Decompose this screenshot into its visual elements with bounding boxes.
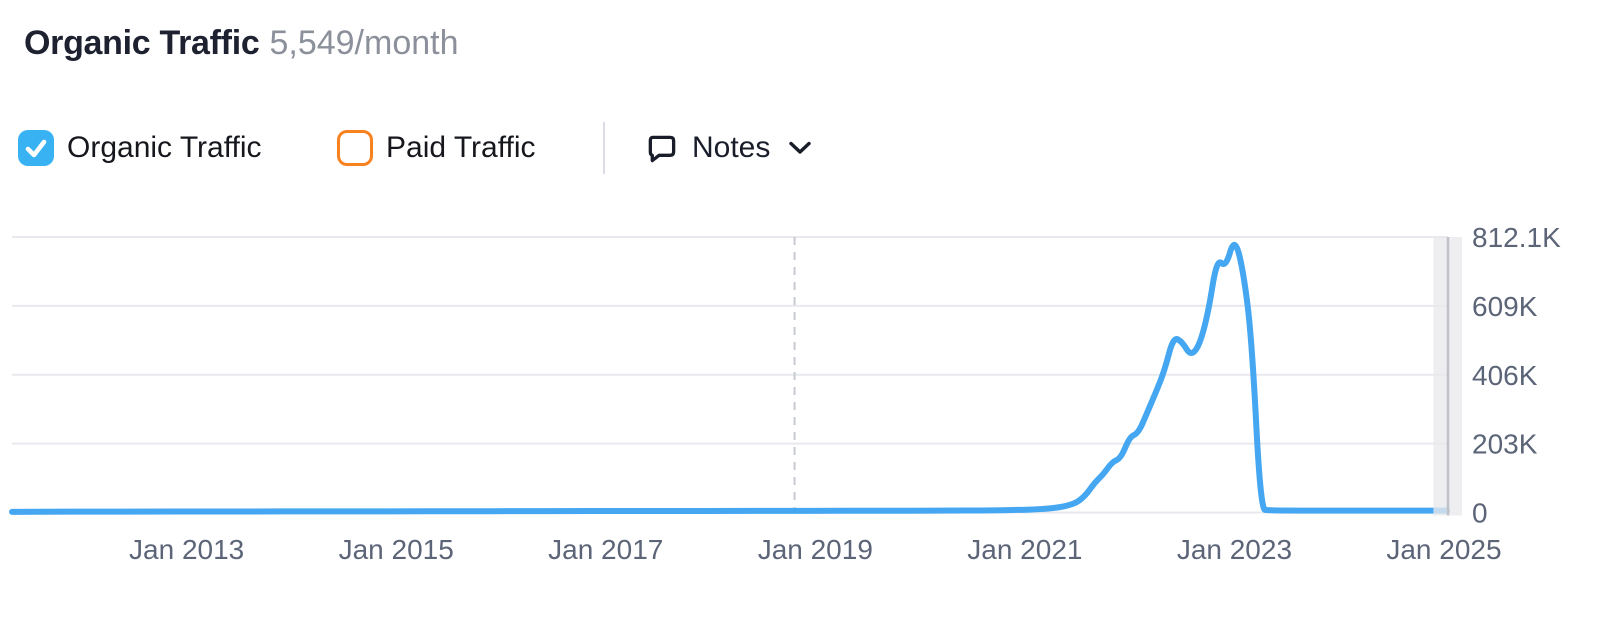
organic-traffic-checkbox[interactable]: Organic Traffic [18,126,262,170]
x-axis-label: Jan 2025 [1386,534,1501,565]
x-axis-label: Jan 2023 [1177,534,1292,565]
y-axis-label: 0 [1472,498,1488,529]
paid-traffic-label[interactable]: Paid Traffic [386,131,536,164]
chart-controls: Organic Traffic Paid Traffic Notes [0,122,1600,174]
vertical-divider [603,122,605,174]
paid-traffic-checkbox[interactable]: Paid Traffic [337,126,536,170]
organic-traffic-line[interactable] [9,241,1451,515]
traffic-chart[interactable]: 812.1K 609K 406K 203K 0 Jan 2013 Jan 2015 Jan 2… [0,195,1600,618]
notes-label: Notes [692,131,771,164]
x-axis-label: Jan 2013 [129,534,244,565]
page-title: Organic Traffic [24,24,260,62]
notes-button[interactable]: Notes [633,122,824,174]
checkbox-checked-icon[interactable] [18,130,54,166]
chevron-down-icon [789,141,812,154]
x-axis-label: Jan 2017 [548,534,663,565]
x-axis-label: Jan 2021 [967,534,1082,565]
traffic-per-month-value: 5,549/month [269,24,459,62]
y-axis-label: 406K [1472,360,1538,391]
traffic-chart-canvas[interactable]: 812.1K 609K 406K 203K 0 Jan 2013 Jan 2015 Jan 2… [0,195,1600,618]
widget-header: Organic Traffic 5,549/month [24,24,459,63]
x-axis-label: Jan 2015 [339,534,454,565]
y-axis-label: 203K [1472,429,1538,460]
checkmark-icon [25,139,47,158]
checkbox-unchecked-icon[interactable] [337,130,373,166]
y-axis-label: 609K [1472,291,1538,322]
organic-traffic-label[interactable]: Organic Traffic [67,131,262,164]
x-axis-label: Jan 2019 [758,534,873,565]
note-icon [648,135,676,162]
y-axis-label: 812.1K [1472,222,1561,253]
